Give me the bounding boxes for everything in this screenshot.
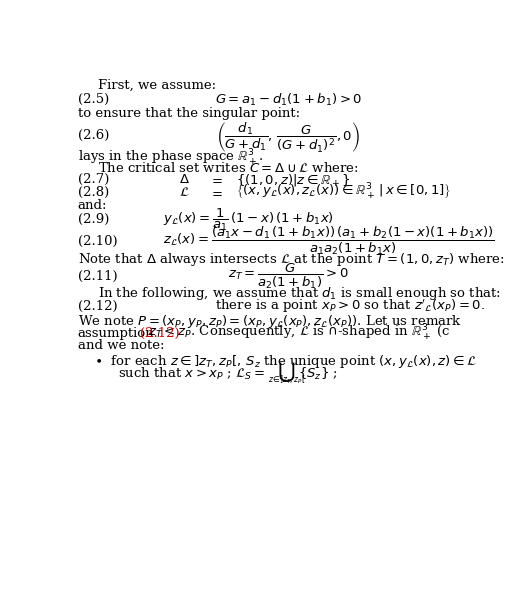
Text: In the following, we assume that $d_1$ is small enough so that:: In the following, we assume that $d_1$ i… <box>98 286 501 302</box>
Text: (2.5): (2.5) <box>77 93 109 106</box>
Text: (2.8): (2.8) <box>77 186 109 199</box>
Text: $=$: $=$ <box>209 173 223 186</box>
Text: (2.10): (2.10) <box>77 235 117 248</box>
Text: and we note:: and we note: <box>77 339 164 352</box>
Text: The critical set writes $C = \Delta \cup \mathcal{L}$ where:: The critical set writes $C = \Delta \cup… <box>98 161 359 175</box>
Text: First, we assume:: First, we assume: <box>98 79 216 92</box>
Text: $\left\{(x,y_{\mathcal{L}}(x),z_{\mathcal{L}}(x)) \in \mathbb{R}^3_+\,|\, x\in[0: $\left\{(x,y_{\mathcal{L}}(x),z_{\mathca… <box>235 182 451 202</box>
Text: lays in the phase space $\mathbb{R}^3_+$.: lays in the phase space $\mathbb{R}^3_+$… <box>77 148 263 167</box>
Text: such that $x > x_P$ ; $\mathcal{L}_S =$: such that $x > x_P$ ; $\mathcal{L}_S =$ <box>118 366 269 382</box>
Text: $G = a_1 - d_1(1+b_1) > 0$: $G = a_1 - d_1(1+b_1) > 0$ <box>214 91 362 107</box>
Text: (2.9): (2.9) <box>77 213 109 226</box>
Text: (2.6): (2.6) <box>77 129 109 142</box>
Text: $\bigcup$: $\bigcup$ <box>277 360 295 384</box>
Text: to ensure that the singular point:: to ensure that the singular point: <box>77 107 300 120</box>
Text: $z_T = \dfrac{G}{a_2(1+b_1)} > 0$: $z_T = \dfrac{G}{a_2(1+b_1)} > 0$ <box>228 262 349 291</box>
Text: $\{S_z\}$ ;: $\{S_z\}$ ; <box>299 366 338 382</box>
Text: $\{(1,0,z)|z \in \mathbb{R}_+\}$: $\{(1,0,z)|z \in \mathbb{R}_+\}$ <box>235 172 350 188</box>
Text: and:: and: <box>77 199 107 212</box>
Text: $z\!\in\!]z_T,z_P[$: $z\!\in\!]z_T,z_P[$ <box>268 373 305 386</box>
Text: $\bullet$  for each $z \in ]z_T, z_P[,\, S_z$ the unique point $(x, y_{\mathcal{: $\bullet$ for each $z \in ]z_T, z_P[,\, … <box>94 352 477 370</box>
Text: (2.11): (2.11) <box>77 270 117 283</box>
Text: We note $P = (x_P, y_P, z_P) = (x_P, y_{\mathcal{L}}(x_P), z_{\mathcal{L}}(x_P)): We note $P = (x_P, y_P, z_P) = (x_P, y_{… <box>77 313 462 330</box>
Text: $\left(\dfrac{d_1}{G+d_1},\, \dfrac{G}{(G+d_1)^2},0\right)$: $\left(\dfrac{d_1}{G+d_1},\, \dfrac{G}{(… <box>217 120 360 154</box>
Text: Note that $\Delta$ always intersects $\mathcal{L}$ at the point $T=(1,0,z_T)$ wh: Note that $\Delta$ always intersects $\m… <box>77 251 505 267</box>
Text: $y_{\mathcal{L}}(x) = \dfrac{1}{a_1}\,(1-x)\,(1+b_1 x)$: $y_{\mathcal{L}}(x) = \dfrac{1}{a_1}\,(1… <box>163 207 334 233</box>
Text: (2.12): (2.12) <box>140 327 180 340</box>
Text: (2.7): (2.7) <box>77 173 109 186</box>
Text: $z_{\mathcal{L}}(x) = \dfrac{(a_1 x - d_1\,(1+b_1 x))\,(a_1 + b_2(1-x)(1+b_1 x)): $z_{\mathcal{L}}(x) = \dfrac{(a_1 x - d_… <box>163 225 494 257</box>
Text: there is a point $x_P > 0$ so that $z'_{\mathcal{L}}(x_P) = 0.$: there is a point $x_P > 0$ so that $z'_{… <box>215 298 485 316</box>
Text: $=$: $=$ <box>209 186 223 199</box>
Text: $\Delta$: $\Delta$ <box>179 173 190 186</box>
Text: assumption: assumption <box>77 327 154 340</box>
Text: , $z_T < z_P$. Consequently, $\mathcal{L}$ is $\cap$-shaped in $\mathbb{R}^3_+$ : , $z_T < z_P$. Consequently, $\mathcal{L… <box>140 323 450 343</box>
Text: $\mathcal{L}$: $\mathcal{L}$ <box>179 186 189 199</box>
Text: (2.12): (2.12) <box>77 300 117 313</box>
